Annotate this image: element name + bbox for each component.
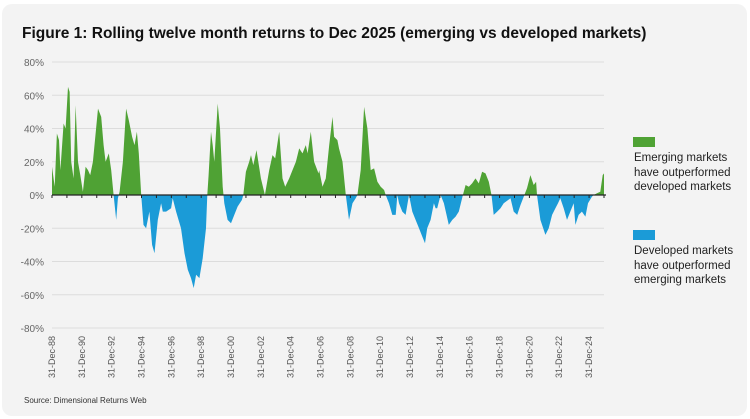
x-tick-label: 31-Dec-14 <box>435 336 445 378</box>
legend-swatch-emerging <box>633 137 655 147</box>
y-tick-label: -20% <box>21 224 44 235</box>
area-developed-outperformed <box>52 195 604 289</box>
x-tick-label: 31-Dec-98 <box>196 336 206 378</box>
chart-title: Figure 1: Rolling twelve month returns t… <box>22 25 647 42</box>
x-axis: 31-Dec-88 31-Dec-90 31-Dec-92 31-Dec-94 31-D… <box>47 194 606 378</box>
x-tick-label: 31-Dec-06 <box>316 336 326 378</box>
x-tick-label: 31-Dec-94 <box>137 336 147 378</box>
x-tick-label: 31-Dec-20 <box>524 336 534 378</box>
x-tick-label: 31-Dec-92 <box>107 336 117 378</box>
x-tick-label: 31-Dec-90 <box>77 336 87 378</box>
x-tick-label: 31-Dec-00 <box>226 336 236 378</box>
y-tick-label: -60% <box>21 291 44 302</box>
source-note: Source: Dimensional Returns Web <box>24 396 147 405</box>
x-tick-label: 31-Dec-16 <box>465 336 475 378</box>
chart-areas <box>52 86 604 289</box>
x-tick-label: 31-Dec-02 <box>256 336 266 378</box>
x-tick-label: 31-Dec-22 <box>554 336 564 378</box>
y-axis-labels: 80% 60% 40% 20% 0% -20% -40% -60% -80% <box>21 58 44 335</box>
y-tick-label: 60% <box>24 91 44 102</box>
y-tick-label: -80% <box>21 324 44 335</box>
x-tick-label: 31-Dec-08 <box>345 336 355 378</box>
x-tick-label: 31-Dec-88 <box>47 336 57 378</box>
x-tick-label: 31-Dec-18 <box>495 336 505 378</box>
chart-card: Figure 1: Rolling twelve month returns t… <box>2 4 747 416</box>
y-tick-label: 80% <box>24 58 44 69</box>
x-tick-label: 31-Dec-04 <box>286 336 296 378</box>
x-tick-label: 31-Dec-12 <box>405 336 415 378</box>
legend-label-emerging: Emerging markets have outperformed devel… <box>634 152 732 193</box>
area-emerging-outperformed <box>52 86 604 195</box>
legend-swatch-developed <box>633 230 655 240</box>
y-tick-label: 0% <box>30 191 45 202</box>
y-tick-label: 20% <box>24 158 44 169</box>
x-tick-label: 31-Dec-10 <box>375 336 385 378</box>
chart-svg: 80% 60% 40% 20% 0% -20% -40% -60% -80% 31-Dec-88… <box>21 58 606 378</box>
y-tick-label: -40% <box>21 258 44 269</box>
x-tick-label: 31-Dec-24 <box>584 336 594 378</box>
legend-label-developed: Developed markets have outperformed emer… <box>634 245 734 286</box>
y-tick-label: 40% <box>24 125 44 136</box>
x-tick-label: 31-Dec-96 <box>166 336 176 378</box>
